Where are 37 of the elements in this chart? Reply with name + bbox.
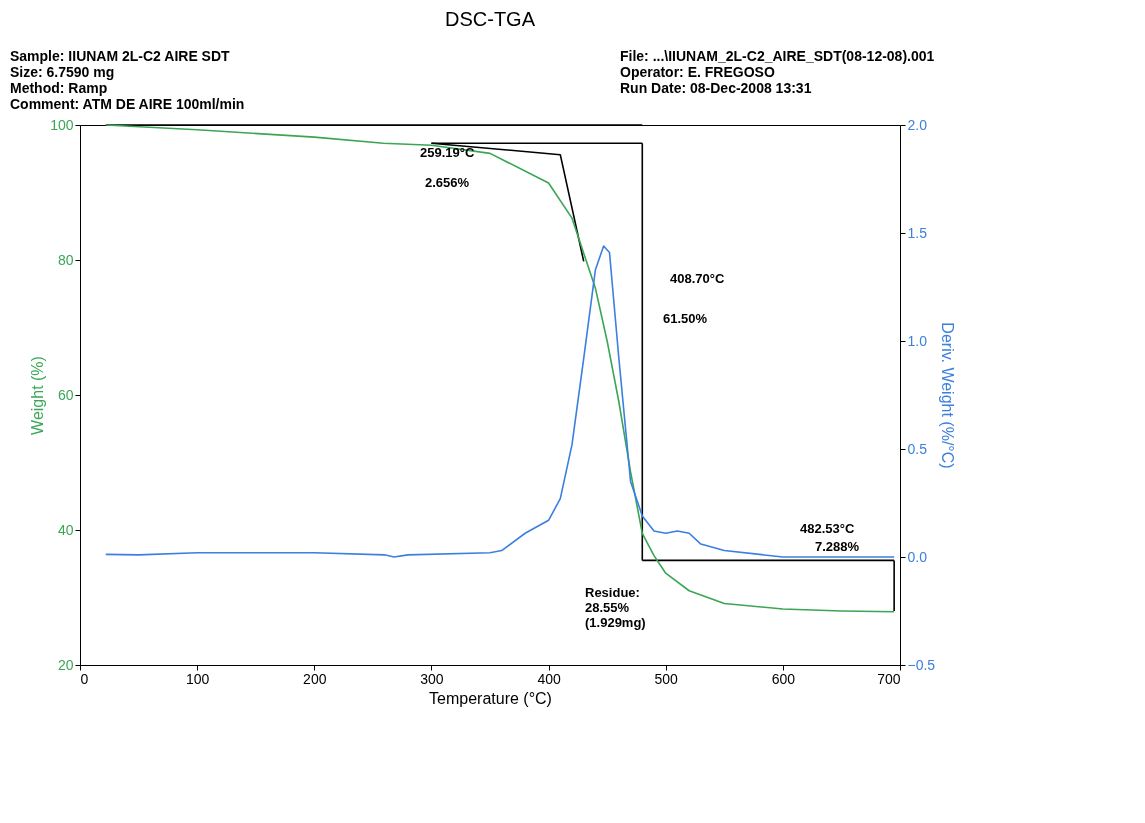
x-tick-label: 600 bbox=[771, 670, 796, 687]
annotation: 259.19°C bbox=[420, 145, 475, 160]
y2-tick-label: 0.5 bbox=[907, 440, 928, 457]
x-tick-label: 0 bbox=[80, 670, 89, 687]
x-tick-label: 200 bbox=[303, 670, 327, 687]
y2-tick-label: 0.0 bbox=[907, 548, 928, 565]
y-tick-label: 20 bbox=[57, 656, 74, 673]
y-tick-label: 80 bbox=[57, 251, 74, 268]
text: Sample: IIUNAM 2L-C2 AIRE SDT bbox=[10, 48, 231, 64]
x-tick-label: 500 bbox=[654, 670, 679, 687]
text: Run Date: 08-Dec-2008 13:31 bbox=[620, 80, 812, 96]
annotation: 61.50% bbox=[663, 311, 708, 326]
y2-axis-title: Deriv. Weight (%/°C) bbox=[939, 322, 957, 469]
y-tick-label: 100 bbox=[50, 116, 74, 133]
annotation: Residue: 28.55% (1.929mg) bbox=[585, 585, 646, 630]
y2-tick-label: −0.5 bbox=[907, 656, 936, 673]
text: Size: 6.7590 mg bbox=[10, 64, 115, 80]
x-tick-label: 400 bbox=[537, 670, 561, 687]
x-tick-label: 300 bbox=[420, 670, 444, 687]
y-tick-label: 40 bbox=[57, 521, 74, 538]
annotation: 7.288% bbox=[815, 539, 860, 554]
y2-tick-label: 1.0 bbox=[907, 332, 928, 349]
chart-title: DSC-TGA bbox=[445, 8, 536, 30]
text: File: ...\IIUNAM_2L-C2_AIRE_SDT(08-12-08).001 bbox=[620, 48, 935, 64]
annotation: 408.70°C bbox=[670, 271, 725, 286]
y-axis-title: Weight (%) bbox=[29, 356, 47, 435]
y-tick-label: 60 bbox=[57, 386, 74, 403]
annotation: 2.656% bbox=[425, 175, 470, 190]
annotation: 482.53°C bbox=[800, 521, 855, 536]
x-axis-title: Temperature (°C) bbox=[429, 689, 552, 707]
text: Operator: E. FREGOSO bbox=[620, 64, 775, 80]
x-tick-label: 100 bbox=[185, 670, 210, 687]
y2-tick-label: 2.0 bbox=[907, 116, 928, 133]
y2-tick-label: 1.5 bbox=[907, 224, 928, 241]
text: Method: Ramp bbox=[10, 80, 108, 96]
text: Comment: ATM DE AIRE 100ml/min bbox=[10, 96, 245, 112]
x-tick-label: 700 bbox=[877, 670, 901, 687]
